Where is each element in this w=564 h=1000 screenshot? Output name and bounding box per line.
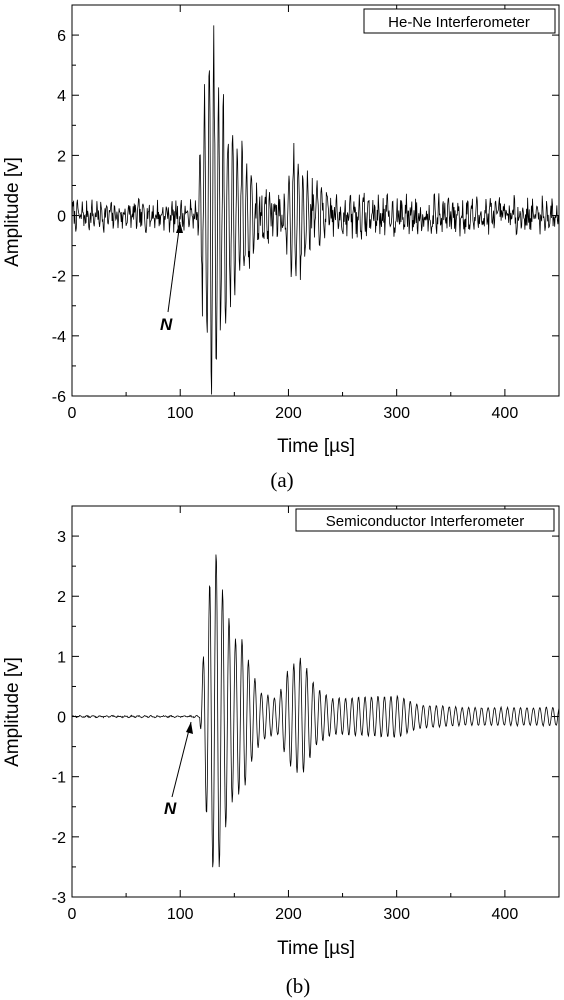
y-tick-label: 6 — [57, 28, 66, 45]
y-tick-label: -6 — [52, 389, 66, 406]
x-tick-label: 400 — [492, 405, 519, 422]
panel-b: 0 100 200 300 400 -3 -2 -1 0 1 2 3 Semiconductor In… — [2, 505, 560, 998]
annotation-arrowhead-a — [176, 222, 183, 233]
y-tick-label: -3 — [52, 890, 66, 907]
ticks-a: 0 100 200 300 400 -6 -4 -2 0 2 4 6 — [52, 5, 559, 422]
y-tick-label: 1 — [57, 649, 66, 666]
x-tick-label: 400 — [492, 906, 519, 923]
x-tick-label: 100 — [167, 405, 194, 422]
y-tick-label: -2 — [52, 830, 66, 847]
x-tick-label: 200 — [275, 906, 302, 923]
y-tick-label: 0 — [57, 710, 66, 727]
y-tick-label: 4 — [57, 88, 66, 105]
x-tick-label: 300 — [383, 405, 410, 422]
signal-trace-b — [71, 554, 560, 868]
annotation-arrowhead-b — [186, 722, 193, 734]
y-tick-label: -2 — [52, 269, 66, 286]
y-tick-label: 3 — [57, 529, 66, 546]
annotation-label-a: N — [160, 315, 173, 334]
plot-frame-a — [71, 4, 560, 397]
legend-box-b — [295, 508, 555, 532]
y-axis-title-b: Amplitude [v] — [2, 657, 23, 767]
y-tick-label: -4 — [52, 329, 66, 346]
y-tick-label: 2 — [57, 148, 66, 165]
y-tick-label: 0 — [57, 209, 66, 226]
y-tick-label: -1 — [52, 770, 66, 787]
caption-b: (b) — [286, 974, 311, 998]
annotation-arrow-b — [171, 721, 192, 798]
legend-label-a: He-Ne Interferometer — [388, 14, 530, 31]
signal-trace-a — [71, 25, 560, 395]
legend-label-b: Semiconductor Interferometer — [326, 513, 524, 530]
x-tick-label: 300 — [383, 906, 410, 923]
y-axis-title-a: Amplitude [v] — [2, 157, 23, 267]
x-tick-label: 0 — [68, 405, 77, 422]
caption-a: (a) — [270, 468, 293, 492]
y-tick-label: 2 — [57, 589, 66, 606]
annotation-label-b: N — [164, 799, 177, 818]
x-tick-label: 0 — [68, 906, 77, 923]
x-axis-title-b: Time [µs] — [277, 938, 355, 959]
x-tick-label: 100 — [167, 906, 194, 923]
annotation-arrow-a — [167, 221, 181, 313]
x-tick-label: 200 — [275, 405, 302, 422]
ticks-b: 0 100 200 300 400 -3 -2 -1 0 1 2 3 — [52, 506, 559, 923]
legend-box-a — [363, 8, 556, 34]
plot-frame-b — [71, 505, 560, 898]
x-axis-title-a: Time [µs] — [277, 436, 355, 457]
panel-a: 0 100 200 300 400 -6 -4 -2 0 2 4 6 He-Ne Interferom… — [2, 4, 560, 492]
